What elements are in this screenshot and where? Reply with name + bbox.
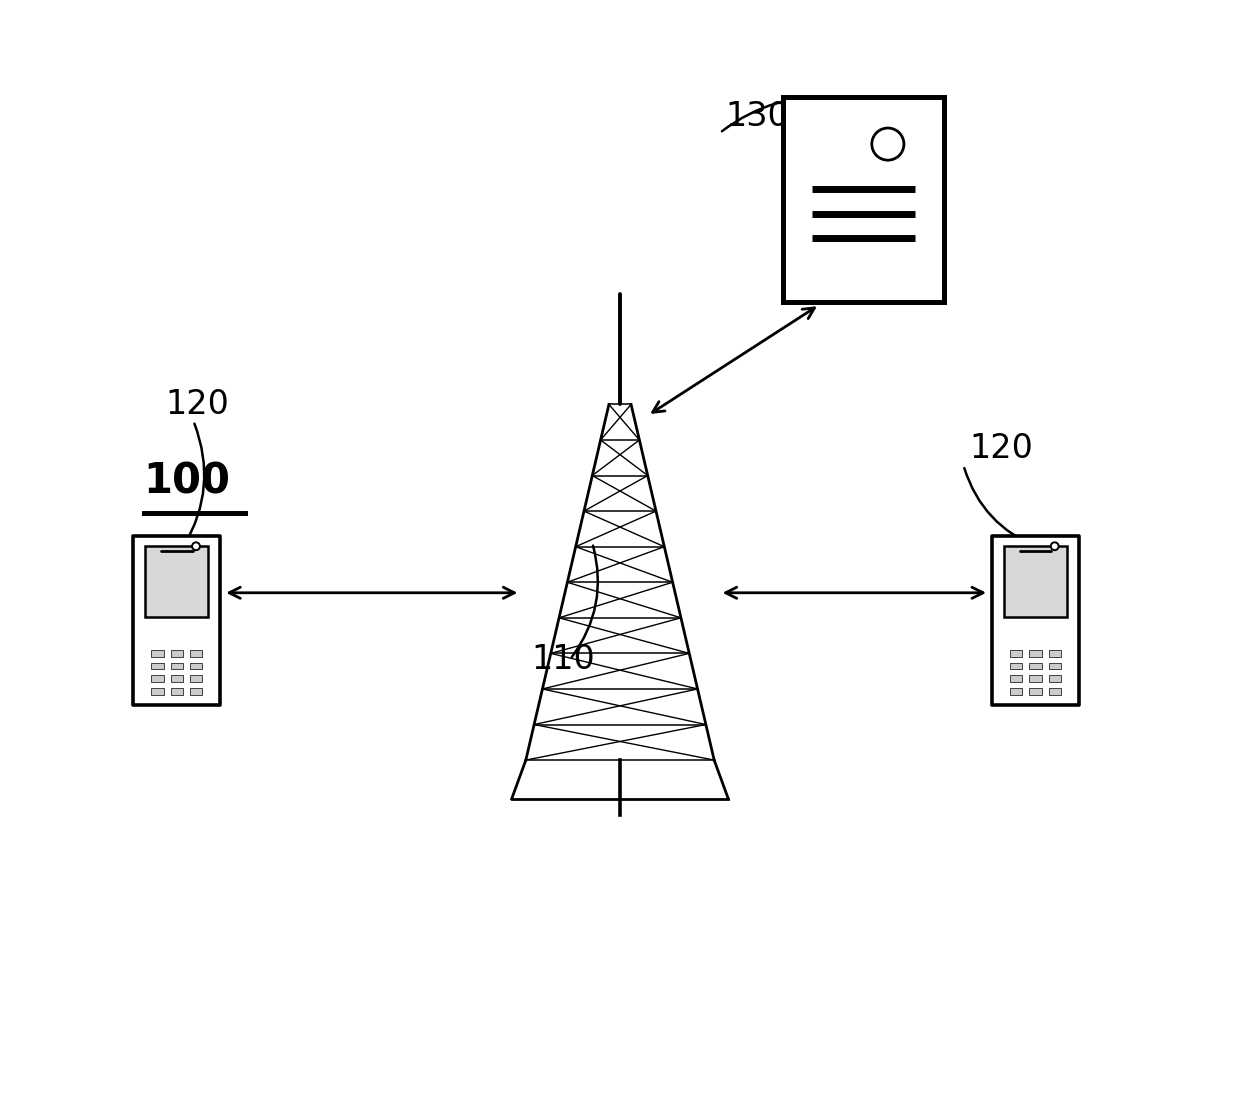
Bar	[133, 536, 221, 705]
Bar	[1049, 650, 1060, 657]
Bar	[190, 688, 202, 695]
Text: 100: 100	[144, 461, 231, 503]
Bar	[151, 688, 164, 695]
Bar	[992, 536, 1079, 705]
Text: 130: 130	[725, 100, 789, 133]
Bar	[171, 675, 184, 683]
Text: 120: 120	[968, 432, 1033, 465]
Text: 110: 110	[532, 643, 595, 676]
Bar	[171, 688, 184, 695]
Bar	[145, 546, 208, 617]
Bar	[1029, 663, 1042, 669]
Bar	[1049, 675, 1060, 683]
Bar	[151, 675, 164, 683]
Bar	[784, 98, 944, 302]
Bar	[1011, 663, 1023, 669]
Bar	[1004, 546, 1066, 617]
Bar	[190, 663, 202, 669]
Bar	[171, 650, 184, 657]
Bar	[1029, 650, 1042, 657]
Bar	[190, 675, 202, 683]
Bar	[1029, 688, 1042, 695]
Circle shape	[192, 542, 200, 551]
Bar	[190, 650, 202, 657]
Circle shape	[1050, 542, 1059, 551]
Bar	[151, 663, 164, 669]
Text: 120: 120	[166, 388, 229, 421]
Bar	[1011, 675, 1023, 683]
Bar	[1029, 675, 1042, 683]
Bar	[1049, 663, 1060, 669]
Bar	[1049, 688, 1060, 695]
Circle shape	[872, 129, 904, 161]
Bar	[171, 663, 184, 669]
Bar	[151, 650, 164, 657]
Bar	[1011, 688, 1023, 695]
Bar	[1011, 650, 1023, 657]
